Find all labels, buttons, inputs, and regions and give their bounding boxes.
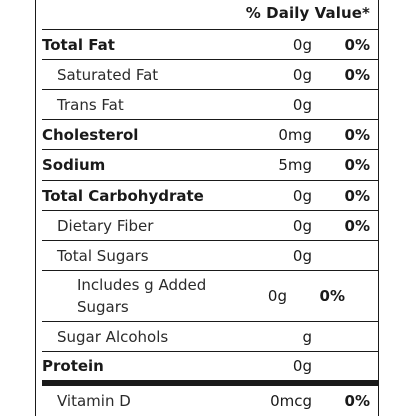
- nutrient-daily-value: 0%: [344, 35, 370, 54]
- nutrient-name: Vitamin D: [57, 392, 131, 410]
- nutrient-row-total-carbohydrate: Total Carbohydrate 0g 0%: [42, 180, 378, 210]
- nutrient-amount: g: [302, 327, 312, 346]
- nutrient-amount: 0g: [292, 216, 312, 235]
- nutrient-amount: 0mg: [278, 125, 312, 144]
- nutrient-name: Dietary Fiber: [57, 216, 154, 235]
- nutrient-amount: 0g: [292, 186, 312, 205]
- nutrient-row-sodium: Sodium 5mg 0%: [42, 149, 378, 180]
- nutrition-facts-panel: % Daily Value* Total Fat 0g 0% Saturated…: [35, 0, 379, 416]
- nutrient-name: Includes g Added Sugars: [77, 276, 207, 316]
- daily-value-header: % Daily Value*: [245, 4, 370, 22]
- nutrient-name: Cholesterol: [42, 125, 139, 144]
- nutrient-amount: 5mg: [278, 156, 312, 174]
- nutrient-row-cholesterol: Cholesterol 0mg 0%: [42, 119, 378, 149]
- nutrient-name: Saturated Fat: [57, 65, 159, 84]
- nutrient-name: Total Sugars: [57, 246, 149, 265]
- nutrient-name: Protein: [42, 357, 104, 375]
- thick-divider: [42, 380, 378, 386]
- nutrient-amount: 0g: [267, 287, 287, 305]
- nutrient-amount: 0g: [292, 65, 312, 84]
- nutrient-amount: 0g: [292, 35, 312, 54]
- nutrient-daily-value: 0%: [344, 186, 370, 205]
- nutrient-daily-value: 0%: [344, 392, 370, 410]
- nutrient-amount: 0g: [292, 357, 312, 375]
- nutrient-row-total-fat: Total Fat 0g 0%: [42, 29, 378, 59]
- nutrient-amount: 0g: [292, 95, 312, 114]
- nutrient-row-dietary-fiber: Dietary Fiber 0g 0%: [42, 210, 378, 240]
- nutrient-row-added-sugars: Includes g Added Sugars 0g 0%: [42, 270, 378, 321]
- nutrient-row-trans-fat: Trans Fat 0g: [42, 89, 378, 119]
- nutrient-daily-value: 0%: [344, 216, 370, 235]
- nutrient-row-sugar-alcohols: Sugar Alcohols g: [42, 321, 378, 351]
- nutrient-amount: 0g: [292, 246, 312, 265]
- nutrient-name: Total Carbohydrate: [42, 186, 204, 205]
- nutrient-daily-value: 0%: [344, 156, 370, 174]
- nutrient-daily-value: 0%: [344, 125, 370, 144]
- nutrient-row-total-sugars: Total Sugars 0g: [42, 240, 378, 270]
- nutrient-row-vitamin-d: Vitamin D 0mcg 0%: [42, 386, 378, 416]
- nutrient-row-protein: Protein 0g: [42, 351, 378, 380]
- nutrient-daily-value: 0%: [319, 287, 345, 305]
- nutrient-name: Total Fat: [42, 35, 115, 54]
- nutrient-amount: 0mcg: [270, 392, 312, 410]
- nutrient-daily-value: 0%: [344, 65, 370, 84]
- nutrient-name: Trans Fat: [57, 95, 124, 114]
- nutrient-name: Sodium: [42, 156, 106, 174]
- nutrient-row-saturated-fat: Saturated Fat 0g 0%: [42, 59, 378, 89]
- nutrient-name: Sugar Alcohols: [57, 327, 169, 346]
